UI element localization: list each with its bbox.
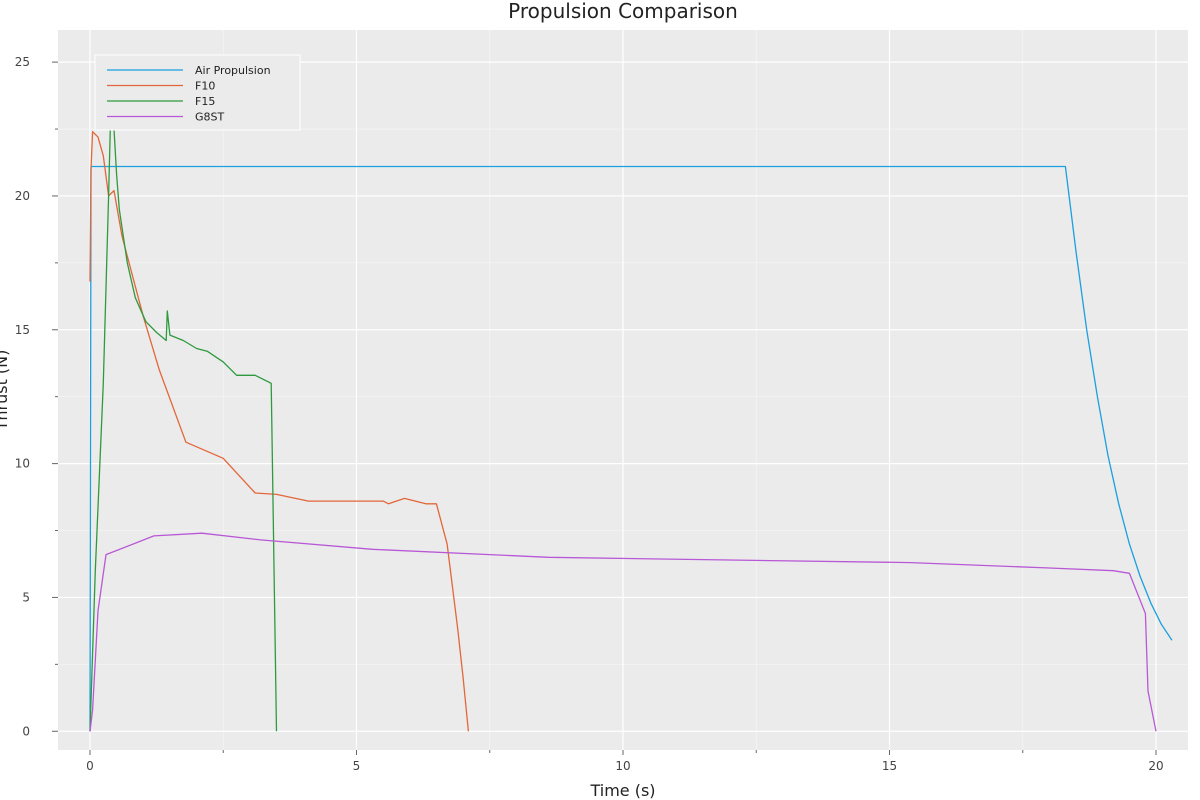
y-axis-label: Thrust (N) bbox=[0, 350, 11, 432]
y-tick-label: 10 bbox=[15, 457, 30, 471]
y-tick-label: 0 bbox=[22, 724, 30, 738]
legend-box bbox=[94, 54, 301, 131]
x-tick-label: 10 bbox=[615, 759, 630, 773]
series-line-air-propulsion bbox=[89, 165, 1173, 732]
series-line-g8st bbox=[89, 532, 1157, 732]
legend-label: G8ST bbox=[195, 111, 225, 124]
x-axis-ticks: 0 5 10 15 20 bbox=[86, 750, 1164, 773]
x-tick-label: 0 bbox=[86, 759, 94, 773]
x-axis-label: Time (s) bbox=[589, 781, 655, 800]
y-tick-label: 15 bbox=[15, 323, 30, 337]
x-tick-label: 15 bbox=[882, 759, 897, 773]
legend: Air Propulsion F10 F15 G8ST bbox=[94, 54, 301, 131]
x-tick-label: 5 bbox=[353, 759, 361, 773]
legend-label: Air Propulsion bbox=[195, 64, 271, 77]
y-axis-ticks: 0 5 10 15 20 25 bbox=[15, 55, 58, 738]
series-line-f10 bbox=[89, 131, 470, 732]
y-tick-label: 5 bbox=[22, 590, 30, 604]
x-tick-label: 20 bbox=[1148, 759, 1163, 773]
y-tick-label: 20 bbox=[15, 189, 30, 203]
chart-title: Propulsion Comparison bbox=[508, 0, 738, 23]
legend-label: F15 bbox=[195, 95, 215, 108]
y-tick-label: 25 bbox=[15, 55, 30, 69]
legend-label: F10 bbox=[195, 80, 215, 93]
